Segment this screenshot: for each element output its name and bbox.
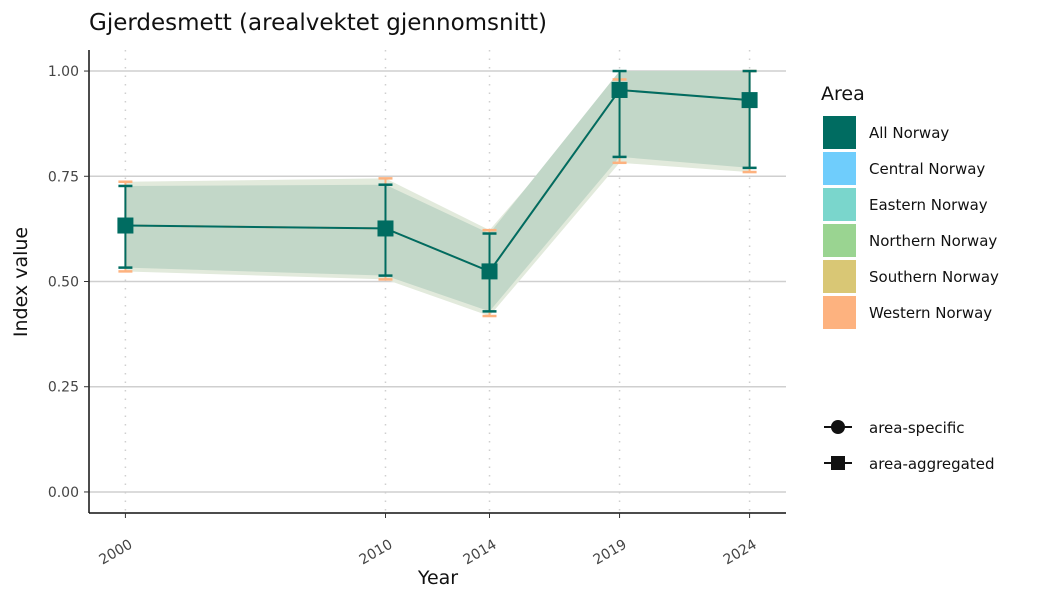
x-tick-label: 2019 [591,537,630,569]
legend-title: Area [821,83,865,105]
legend-swatch-all-norway [823,116,856,149]
y-tick-label: 0.50 [48,275,79,291]
legend-circle-icon [831,420,845,434]
legend-square-icon [831,456,845,470]
x-tick-label: 2010 [357,537,396,569]
x-tick-label: 2000 [97,537,136,569]
x-axis-label: Year [417,567,458,589]
point-all-norway [377,220,394,237]
legend-shape-label: area-specific [869,419,965,437]
legend-label: Western Norway [869,304,992,322]
legend-swatch-eastern-norway [823,188,856,221]
point-all-norway [481,263,498,280]
y-tick-label: 1.00 [48,64,79,80]
legend-swatch-southern-norway [823,260,856,293]
y-tick-label: 0.00 [48,485,79,501]
point-all-norway [741,92,758,109]
legend-label: Central Norway [869,160,985,178]
x-tick-label: 2014 [461,537,500,569]
legend-label: All Norway [869,124,949,142]
y-axis-label: Index value [10,227,32,337]
chart-title: Gjerdesmett (arealvektet gjennomsnitt) [89,10,547,36]
legend-label: Eastern Norway [869,196,988,214]
point-all-norway [117,217,134,234]
y-tick-label: 0.25 [48,380,79,396]
legend-swatch-northern-norway [823,224,856,257]
legend-label: Southern Norway [869,268,999,286]
point-all-norway [611,81,628,98]
legend-swatch-western-norway [823,296,856,329]
legend-shape-label: area-aggregated [869,455,995,473]
x-tick-label: 2024 [721,537,760,569]
legend-label: Northern Norway [869,232,997,250]
legend-swatch-central-norway [823,152,856,185]
ribbon-all-norway [125,71,750,312]
y-tick-label: 0.75 [48,169,79,185]
